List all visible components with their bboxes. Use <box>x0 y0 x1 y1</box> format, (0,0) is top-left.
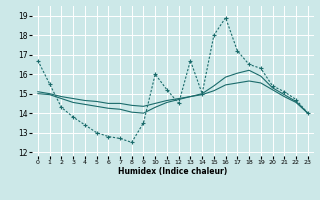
X-axis label: Humidex (Indice chaleur): Humidex (Indice chaleur) <box>118 167 228 176</box>
